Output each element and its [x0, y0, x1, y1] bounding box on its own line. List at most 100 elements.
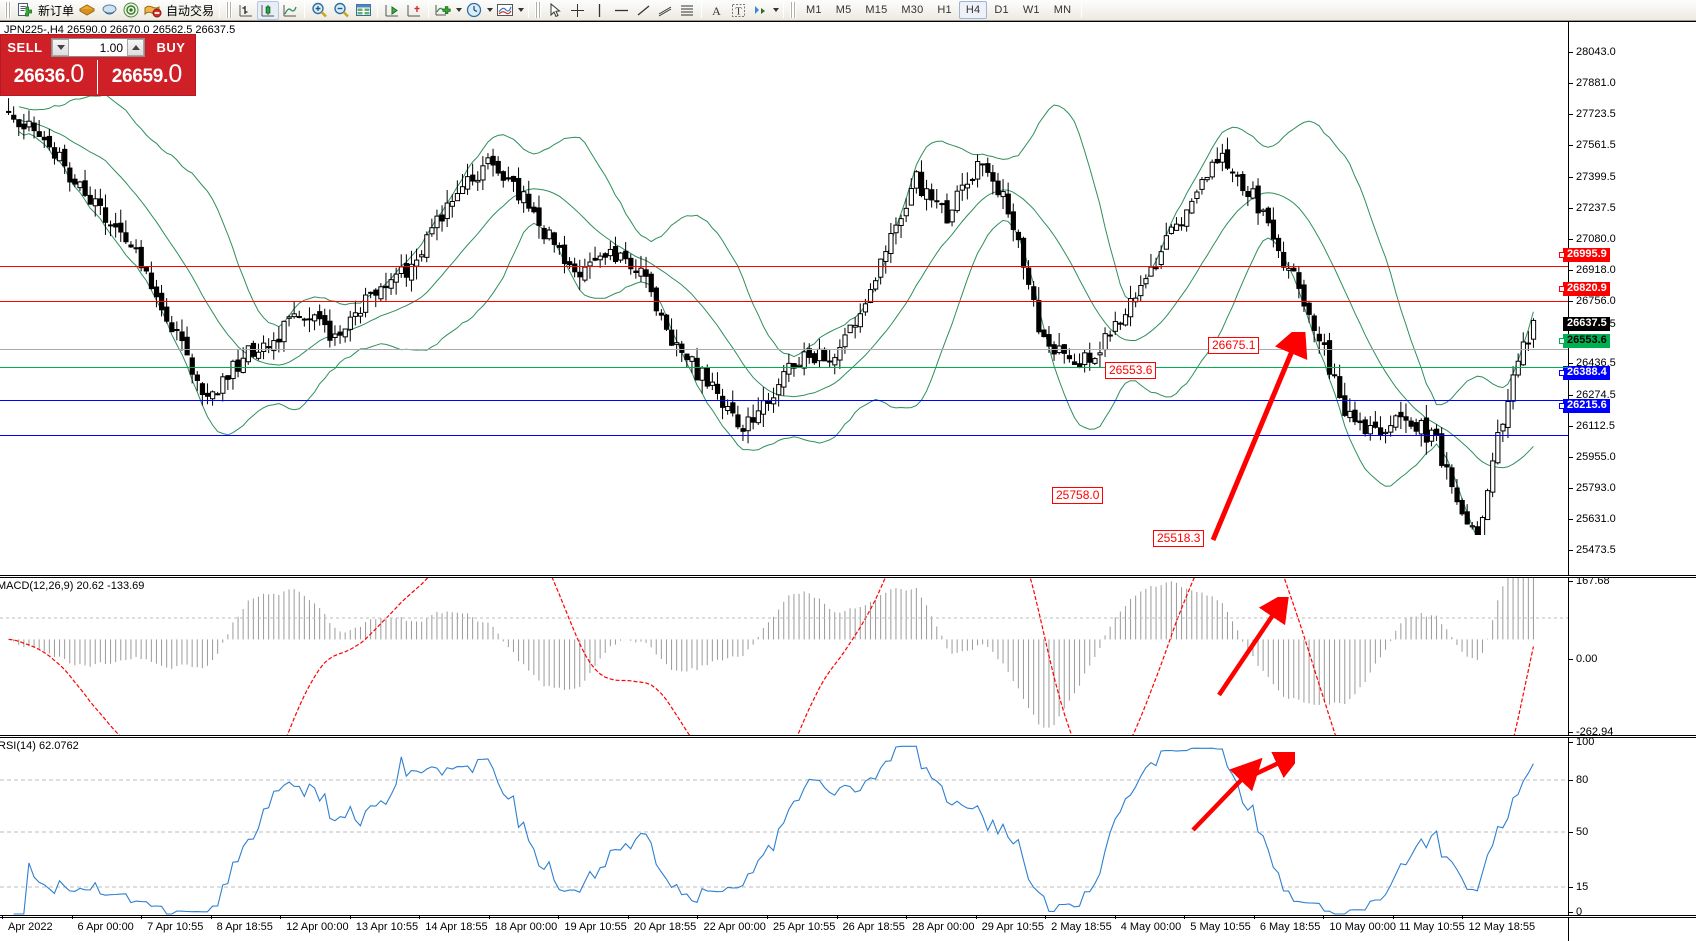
- sell-button[interactable]: SELL: [7, 40, 43, 55]
- trend-line-icon[interactable]: [632, 1, 654, 20]
- price-tag-handle[interactable]: [1559, 285, 1565, 292]
- equidistant-channel-icon[interactable]: [654, 1, 676, 20]
- time-tick-mark: [2, 915, 3, 919]
- annotation-25758[interactable]: 25758.0: [1052, 487, 1104, 504]
- time-tick-mark: [71, 915, 73, 919]
- timeframe-m30[interactable]: M30: [901, 4, 924, 16]
- vertical-line-icon[interactable]: [588, 1, 610, 20]
- data-window-icon[interactable]: [352, 1, 374, 20]
- price-tick: 27881.0: [1569, 77, 1616, 89]
- price-tag-handle[interactable]: [1559, 251, 1565, 258]
- timeframe-m5[interactable]: M5: [835, 4, 852, 16]
- timeframe-mn[interactable]: MN: [1053, 4, 1072, 16]
- signals-icon[interactable]: [120, 1, 142, 20]
- price-divider: [97, 60, 99, 94]
- chevron-down-icon-3[interactable]: [516, 1, 525, 20]
- time-tick-mark: [1462, 915, 1464, 919]
- one-click-trading-panel[interactable]: SELL 1.00 BUY 26636 . 0 26659 . 0: [0, 34, 196, 96]
- annotation-26675[interactable]: 26675.1: [1208, 337, 1260, 354]
- time-tick-mark: [488, 915, 490, 919]
- sell-price[interactable]: 26636 . 0: [1, 60, 97, 94]
- rsi-pane-separator[interactable]: [0, 735, 1696, 738]
- timeframe-w1[interactable]: W1: [1022, 4, 1040, 16]
- toolbar-grip-3[interactable]: [535, 2, 542, 18]
- pivot-line-26553[interactable]: [0, 367, 1568, 368]
- shapes-icon[interactable]: [749, 1, 771, 20]
- lot-increase-button[interactable]: [127, 39, 144, 56]
- auto-trading-label[interactable]: 自动交易: [166, 3, 215, 18]
- time-tick-mark: [627, 915, 629, 919]
- price-tag-pivot[interactable]: 26553.6: [1559, 333, 1610, 348]
- line-chart-icon[interactable]: [279, 1, 301, 20]
- add-indicator-icon[interactable]: [432, 1, 454, 20]
- toolbar-separator-4: [428, 2, 430, 18]
- auto-scroll-icon[interactable]: [403, 1, 425, 20]
- timeframe-m15[interactable]: M15: [865, 4, 888, 16]
- new-order-label[interactable]: 新订单: [38, 3, 75, 18]
- annotation-26553[interactable]: 26553.6: [1105, 362, 1157, 379]
- toolbar-grip[interactable]: [5, 2, 11, 18]
- time-tick: 28 Apr 00:00: [912, 921, 975, 933]
- candlestick-icon[interactable]: [257, 0, 280, 20]
- time-tick: 25 Apr 10:55: [773, 921, 836, 933]
- history-icon[interactable]: [98, 1, 120, 20]
- buy-price[interactable]: 26659 . 0: [99, 60, 195, 94]
- time-axis[interactable]: Apr 2022 6 Apr 00:00 7 Apr 10:55 8 Apr 18:5…: [0, 915, 1568, 941]
- lot-size-stepper[interactable]: 1.00: [51, 38, 145, 57]
- annotation-25518[interactable]: 25518.3: [1153, 530, 1205, 547]
- new-order-icon[interactable]: [14, 1, 36, 20]
- zoom-in-icon[interactable]: [308, 1, 330, 20]
- price-tag-handle[interactable]: [1559, 369, 1565, 376]
- cursor-icon[interactable]: [544, 1, 566, 20]
- support-line-26215[interactable]: [0, 435, 1568, 436]
- price-tag-resistance[interactable]: 26995.9: [1559, 247, 1610, 262]
- chevron-down-icon-2[interactable]: [485, 1, 494, 20]
- trend-arrow-rsi[interactable]: [1185, 752, 1295, 842]
- timeframe-h4[interactable]: H4: [958, 1, 988, 19]
- resistance-line-26820[interactable]: [0, 301, 1568, 302]
- deal-icon[interactable]: [76, 1, 98, 20]
- resistance-line-26995[interactable]: [0, 266, 1568, 267]
- chevron-down-icon-4[interactable]: [771, 1, 780, 20]
- trend-arrow-macd[interactable]: [1205, 597, 1295, 707]
- svg-text:T: T: [735, 6, 741, 17]
- price-tag-last-price[interactable]: 26637.5: [1563, 317, 1610, 332]
- toolbar-grip-2[interactable]: [226, 2, 233, 18]
- horizontal-line-icon[interactable]: [610, 1, 632, 20]
- toolbar-separator-8: [1081, 2, 1083, 18]
- time-tick-mark: [906, 915, 908, 919]
- text-label-icon[interactable]: A: [705, 1, 727, 20]
- support-line-26388[interactable]: [0, 400, 1568, 401]
- text-icon[interactable]: T: [727, 1, 749, 20]
- macd-pane-separator[interactable]: [0, 575, 1696, 578]
- timeframe-d1[interactable]: D1: [994, 4, 1009, 16]
- price-tick: 27399.5: [1569, 171, 1616, 183]
- chart-shift-icon[interactable]: [381, 1, 403, 20]
- toolbar-grip-4[interactable]: [790, 2, 797, 18]
- price-axis[interactable]: 28043.0 27881.0 27723.5 27561.5 27399.5 27237…: [1559, 22, 1696, 941]
- buy-button[interactable]: BUY: [156, 40, 186, 55]
- bar-chart-icon[interactable]: [235, 1, 257, 20]
- price-tag-handle[interactable]: [1559, 337, 1565, 344]
- auto-trading-icon[interactable]: [142, 1, 164, 20]
- lot-decrease-button[interactable]: [52, 39, 69, 56]
- price-tag-handle[interactable]: [1559, 403, 1565, 410]
- zoom-out-icon[interactable]: [330, 1, 352, 20]
- templates-icon[interactable]: [494, 1, 516, 20]
- lot-size-input[interactable]: 1.00: [99, 40, 123, 55]
- price-tag-resistance[interactable]: 26820.9: [1559, 281, 1610, 296]
- price-tag-support[interactable]: 26215.6: [1559, 399, 1610, 414]
- price-tag-support[interactable]: 26388.4: [1559, 365, 1610, 380]
- trend-arrow-price[interactable]: [1195, 332, 1325, 552]
- time-tick: 19 Apr 10:55: [564, 921, 627, 933]
- timeframe-h1[interactable]: H1: [937, 4, 952, 16]
- chart-area[interactable]: JPN225-,H4 26590.0 26670.0 26562.5 26637…: [0, 21, 1696, 941]
- timeframe-m1[interactable]: M1: [806, 4, 822, 16]
- period-icon[interactable]: [463, 1, 485, 20]
- fibonacci-icon[interactable]: [676, 1, 698, 20]
- chevron-down-icon[interactable]: [454, 1, 463, 20]
- toolbar-separator-6: [701, 2, 703, 18]
- crosshair-icon[interactable]: [566, 1, 588, 20]
- sell-price-dot: .: [65, 66, 71, 87]
- time-tick-mark: [697, 915, 699, 919]
